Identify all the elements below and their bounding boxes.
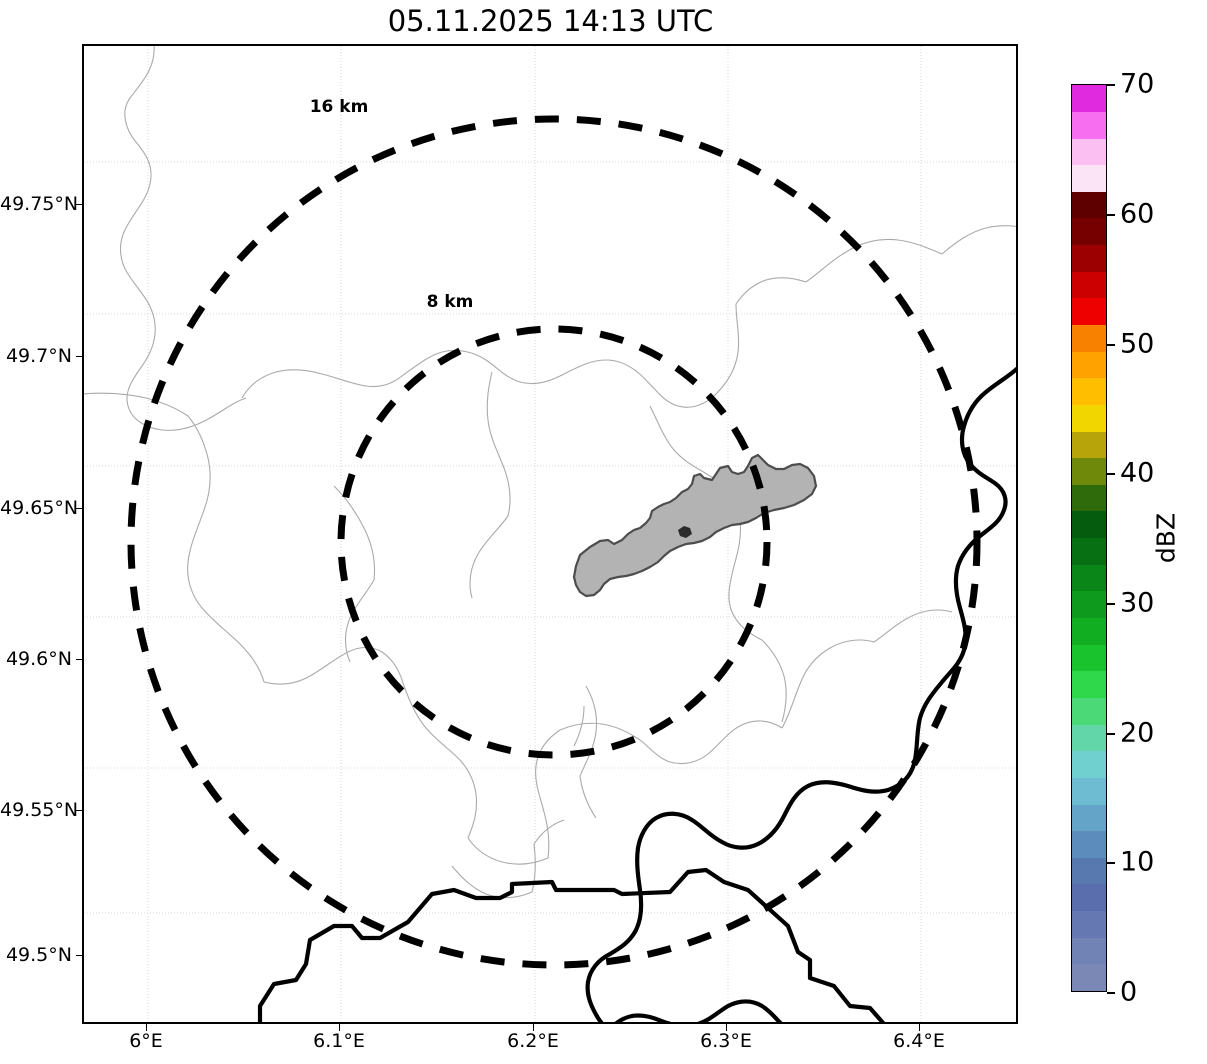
colorbar-tickmark	[1107, 603, 1115, 605]
colorbar-tickmark	[1107, 84, 1115, 86]
colorbar-band	[1072, 857, 1106, 885]
colorbar-band	[1072, 245, 1106, 272]
x-tickmark	[726, 1024, 727, 1031]
colorbar-band	[1072, 404, 1106, 432]
colorbar-band	[1072, 697, 1106, 725]
colorbar-band	[1072, 298, 1106, 325]
colorbar-band	[1072, 218, 1106, 246]
colorbar-axis-label: dBZ	[1151, 512, 1181, 564]
colorbar-band	[1072, 85, 1106, 112]
colorbar-tickmark	[1107, 214, 1115, 216]
colorbar-tick-label: 60	[1120, 198, 1155, 230]
colorbar-band	[1072, 564, 1106, 592]
colorbar-band	[1072, 618, 1106, 645]
colorbar-band	[1072, 511, 1106, 539]
colorbar-band	[1072, 964, 1106, 991]
x-tick-label: 6.3°E	[700, 1030, 752, 1052]
range-ring-16km	[127, 115, 981, 969]
admin-boundaries	[84, 46, 1016, 899]
colorbar-band	[1072, 777, 1106, 805]
colorbar-band	[1072, 458, 1106, 485]
colorbar-band	[1072, 351, 1106, 379]
y-tickmark	[76, 955, 83, 956]
y-tick-label: 49.65°N	[0, 497, 79, 519]
country-border	[257, 366, 1016, 1022]
map-canvas	[84, 46, 1016, 1022]
colorbar-band	[1072, 138, 1106, 166]
city-polygon	[572, 453, 818, 598]
y-tickmark	[76, 356, 83, 357]
gridlines	[84, 46, 1016, 1022]
colorbar-tick-label: 30	[1120, 587, 1155, 619]
colorbar-band	[1072, 378, 1106, 405]
page-title: 05.11.2025 14:13 UTC	[387, 4, 714, 38]
colorbar-band	[1072, 271, 1106, 299]
y-tick-label: 49.6°N	[5, 648, 72, 670]
colorbar-band	[1072, 111, 1106, 139]
range-ring-label-8km: 8 km	[426, 292, 474, 312]
colorbar-band	[1072, 884, 1106, 912]
colorbar-band	[1072, 671, 1106, 698]
y-tick-label: 49.55°N	[0, 799, 79, 821]
colorbar-band	[1072, 831, 1106, 858]
colorbar-band	[1072, 751, 1106, 778]
y-tickmark	[76, 810, 83, 811]
colorbar-band	[1072, 724, 1106, 752]
x-tickmark	[339, 1024, 340, 1031]
colorbar-band	[1072, 937, 1106, 965]
colorbar-tick-label: 0	[1120, 976, 1138, 1008]
y-tickmark	[76, 659, 83, 660]
range-rings	[127, 115, 981, 969]
colorbar-tickmark	[1107, 992, 1115, 994]
x-tick-label: 6°E	[129, 1030, 163, 1052]
colorbar-band	[1072, 591, 1106, 619]
colorbar-tickmark	[1107, 473, 1115, 475]
x-tickmark	[533, 1024, 534, 1031]
colorbar-band	[1072, 644, 1106, 672]
colorbar-band	[1072, 431, 1106, 459]
colorbar-tick-label: 50	[1120, 328, 1155, 360]
range-ring-label-16km: 16 km	[309, 97, 369, 117]
x-tick-label: 6.4°E	[893, 1030, 945, 1052]
colorbar-band	[1072, 191, 1106, 219]
y-tick-label: 49.7°N	[5, 345, 72, 367]
colorbar-tick-label: 70	[1120, 68, 1155, 100]
colorbar-band	[1072, 804, 1106, 832]
y-tick-label: 49.75°N	[0, 193, 79, 215]
colorbar-tick-label: 10	[1120, 846, 1155, 878]
radar-map-plot[interactable]	[82, 44, 1018, 1024]
x-tickmark	[146, 1024, 147, 1031]
colorbar-tickmark	[1107, 862, 1115, 864]
x-tick-label: 6.1°E	[313, 1030, 365, 1052]
colorbar-gradient	[1071, 84, 1107, 992]
colorbar-tick-label: 20	[1120, 717, 1155, 749]
colorbar-tick-label: 40	[1120, 457, 1155, 489]
y-tick-label: 49.5°N	[5, 944, 72, 966]
colorbar[interactable]: 70 60 50 40 30 20 10 0	[1071, 69, 1154, 1008]
colorbar-tickmark	[1107, 733, 1115, 735]
colorbar-band	[1072, 324, 1106, 352]
colorbar-band	[1072, 165, 1106, 192]
range-ring-8km	[337, 325, 771, 759]
x-tickmark	[919, 1024, 920, 1031]
x-tick-label: 6.2°E	[507, 1030, 559, 1052]
colorbar-band	[1072, 484, 1106, 512]
y-tickmark	[76, 204, 83, 205]
y-tickmark	[76, 508, 83, 509]
colorbar-band	[1072, 911, 1106, 938]
colorbar-band	[1072, 538, 1106, 565]
colorbar-tickmark	[1107, 344, 1115, 346]
